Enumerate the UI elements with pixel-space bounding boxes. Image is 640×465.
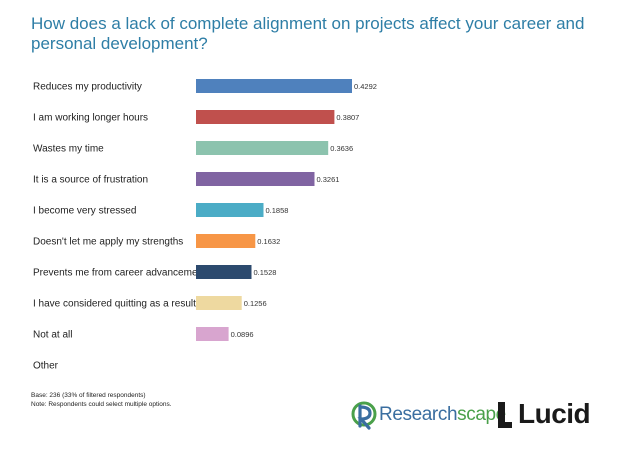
- chart-title: How does a lack of complete alignment on…: [31, 14, 585, 53]
- researchscape-logo: Researchscape: [379, 404, 506, 426]
- category-label: Prevents me from career advancement: [33, 268, 206, 279]
- data-label: 0.4292: [354, 82, 377, 91]
- category-label: Wastes my time: [33, 144, 104, 155]
- category-label: Doesn't let me apply my strengths: [33, 237, 183, 248]
- researchscape-logo-icon: [351, 401, 377, 430]
- category-label: I become very stressed: [33, 206, 136, 217]
- bar: [196, 265, 252, 279]
- footnote: Base: 236 (33% of filtered respondents) …: [31, 391, 172, 409]
- data-label: 0.1858: [266, 206, 289, 215]
- bar: [196, 79, 352, 93]
- lucid-logo: Lucid: [518, 398, 591, 429]
- data-label: 0.1528: [254, 268, 277, 277]
- category-label: I have considered quitting as a result: [33, 299, 196, 310]
- bar: [196, 172, 315, 186]
- data-label: 0.1256: [244, 299, 267, 308]
- bar: [196, 327, 229, 341]
- bar: [196, 296, 242, 310]
- data-label: 0.3636: [330, 144, 353, 153]
- data-label: 0.3807: [336, 113, 359, 122]
- category-label: Reduces my productivity: [33, 82, 142, 93]
- data-label: 0.1632: [257, 237, 280, 246]
- logos: Researchscape Lucid: [350, 398, 610, 434]
- researchscape-suffix: scape: [457, 404, 506, 425]
- bar: [196, 110, 335, 124]
- bar: [196, 203, 264, 217]
- researchscape-prefix: Research: [379, 404, 458, 425]
- bar: [196, 141, 329, 155]
- data-label: 0.3261: [317, 175, 340, 184]
- lucid-logo-icon: [498, 402, 512, 428]
- bar: [196, 234, 256, 248]
- category-label: I am working longer hours: [33, 113, 148, 124]
- footnote-base: Base: 236 (33% of filtered respondents): [31, 392, 146, 399]
- footnote-note: Note: Respondents could select multiple …: [31, 401, 172, 408]
- category-label: Not at all: [33, 330, 72, 341]
- data-label: 0.0896: [231, 330, 254, 339]
- category-label: It is a source of frustration: [33, 175, 148, 186]
- category-label: Other: [33, 361, 59, 372]
- bar-chart: Reduces my productivity 0.4292 I am workin…: [33, 79, 377, 372]
